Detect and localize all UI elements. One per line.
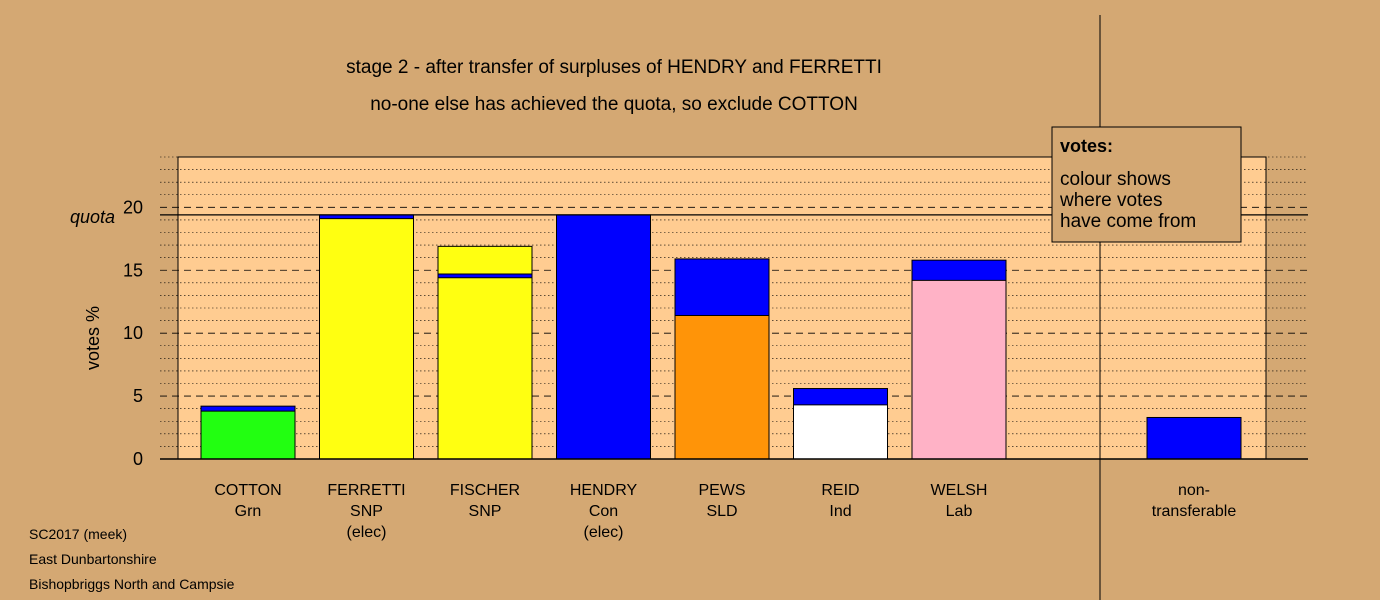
footer-line-2: East Dunbartonshire [29,551,157,567]
candidate-label: WELSH [931,482,988,499]
candidate-label: SNP [469,503,502,520]
bar-segment [556,214,651,459]
y-tick-label: 15 [123,260,143,280]
bars [200,214,1242,460]
bar-nontransferable [1146,416,1242,460]
candidate-label: HENDRY [570,482,638,499]
bar-segment [912,260,1006,281]
candidate-label: SLD [706,503,737,520]
candidate-label: Con [589,503,618,520]
candidate-labels: COTTON Grn FERRETTI SNP (elec) FISCHER SNP HEND… [214,482,1236,541]
bar-segment [438,246,532,275]
candidate-label: (elec) [583,524,623,541]
candidate-label: SNP [350,503,383,520]
candidate-label: FERRETTI [327,482,405,499]
legend-line-2: where votes [1059,190,1162,211]
title-line-2: no-one else has achieved the quota, so e… [370,94,858,115]
bar-segment [675,315,769,459]
candidate-label: Grn [235,503,262,520]
candidate-label: (elec) [346,524,386,541]
y-axis-label: votes % [83,306,103,370]
bar-pews [674,258,770,460]
bar-ferretti [319,214,414,460]
title-line-1: stage 2 - after transfer of surpluses of… [346,57,882,78]
bar-segment [438,274,532,278]
y-tick-label: 0 [133,449,143,469]
y-ticks: 0 5 10 15 20 [123,197,143,469]
legend-line-1: colour shows [1060,169,1171,190]
bar-cotton [200,405,296,460]
bar-segment [675,258,769,316]
bar-fischer [437,245,533,460]
bar-segment [793,388,888,405]
bar-reid [793,388,888,460]
candidate-label: REID [821,482,859,499]
bar-welsh [911,259,1007,460]
legend-line-3: have come from [1060,211,1196,232]
y-tick-label: 5 [133,386,143,406]
bar-segment [319,218,414,459]
candidate-label: COTTON [214,482,281,499]
candidate-label: non- [1178,482,1210,499]
candidate-label: FISCHER [450,482,520,499]
candidate-label: Ind [829,503,851,520]
candidate-label: transferable [1152,503,1237,520]
quota-label: quota [70,207,115,227]
y-tick-label: 20 [123,197,143,217]
candidate-label: Lab [946,503,973,520]
bar-segment [793,404,888,459]
footer-line-3: Bishopbriggs North and Campsie [29,576,235,592]
candidate-label: PEWS [698,482,745,499]
bar-segment [201,406,295,412]
bar-segment [1147,417,1241,459]
legend-title: votes: [1060,136,1113,156]
bar-segment [912,280,1006,459]
legend-box: votes: colour shows where votes have com… [1051,126,1242,243]
footer-line-1: SC2017 (meek) [29,526,127,542]
bar-segment [319,214,414,219]
y-tick-label: 10 [123,323,143,343]
bar-segment [438,277,532,459]
bar-segment [201,411,295,459]
bar-hendry [556,214,651,460]
